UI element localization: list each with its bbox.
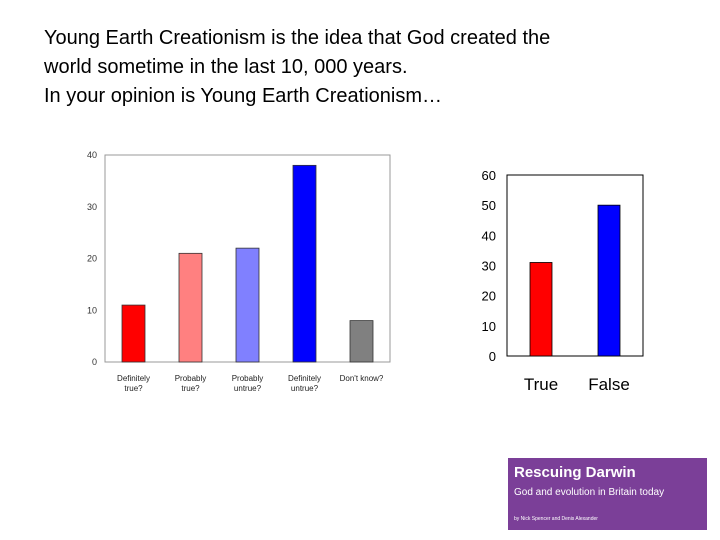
book-title: Rescuing Darwin (514, 464, 636, 481)
heading-line-1: Young Earth Creationism is the idea that… (44, 27, 551, 49)
chart-2-y-tick-label: 20 (482, 289, 496, 304)
chart-2-plot-frame (506, 174, 644, 357)
chart-1-category-label: Probably untrue? (232, 374, 264, 393)
chart-2-y-tick-label: 0 (489, 349, 496, 364)
chart-2-y-tick-label: 50 (482, 198, 496, 213)
heading-line-2: world sometime in the last 10, 000 years… (44, 56, 408, 78)
chart-1-category-label: Definitely untrue? (288, 374, 321, 393)
chart-1-category-label: Probably true? (175, 374, 207, 393)
chart-2-category-label: False (588, 375, 630, 394)
chart-1-y-tick-label: 20 (87, 254, 97, 264)
chart-2-bar (529, 262, 553, 357)
chart-2-category-label: True (524, 375, 558, 394)
chart-1-bar (178, 252, 203, 363)
chart-1-y-tick-label: 0 (92, 357, 97, 367)
book-subtitle: God and evolution in Britain today (514, 487, 665, 498)
chart-1-y-tick-label: 30 (87, 202, 97, 212)
chart-1-category-label: Don't know? (340, 374, 384, 383)
chart-2-y-tick-label: 60 (482, 168, 496, 183)
chart-1-bar (121, 304, 146, 363)
heading-line-3: In your opinion is Young Earth Creationi… (44, 85, 443, 107)
chart-1-bar (349, 320, 374, 363)
chart-2-y-tick-label: 10 (482, 319, 496, 334)
chart-2-y-tick-label: 40 (482, 228, 496, 243)
chart-1-bar (235, 247, 260, 363)
book-authors: by Nick Spencer and Denis Alexander (514, 516, 598, 522)
chart-2-y-tick-label: 30 (482, 259, 496, 274)
chart-2-bar (597, 204, 621, 357)
chart-1-y-tick-label: 40 (87, 150, 97, 160)
chart-1-bar (292, 164, 317, 363)
book-cover: Rescuing Darwin God and evolution in Bri… (508, 458, 707, 530)
chart-1-category-label: Definitely true? (117, 374, 150, 393)
chart-1-y-tick-label: 10 (87, 305, 97, 315)
heading: Young Earth Creationism is the idea that… (44, 24, 704, 111)
